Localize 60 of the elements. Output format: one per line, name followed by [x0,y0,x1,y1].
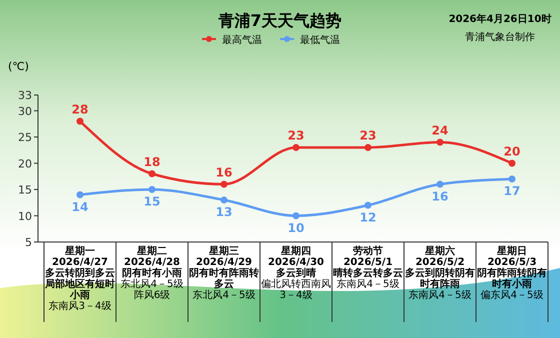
point [76,191,84,198]
point [220,180,228,188]
y-tick-label: 25 [18,131,32,144]
point [148,170,156,178]
point [436,180,444,188]
text: 阴有时有小雨 [122,267,182,279]
data-label: 12 [360,210,376,224]
text: 东南风3－4级 [48,300,112,312]
point [292,144,300,151]
text: 偏北风转西南风3－4级 [261,278,331,301]
y-tick-label: 33 [18,89,32,102]
x-tick-label: 星期三 2026/4/29 [196,245,252,268]
data-label: 16 [216,165,232,180]
data-label: 16 [432,189,448,204]
y-axis-title: (℃) [8,60,29,73]
text: 多云转阴到多云局部地区有短时小雨 [44,267,115,301]
data-label: 20 [504,144,520,158]
data-label: 13 [216,205,232,219]
text: 青浦气象台制作 [465,31,535,43]
point [292,212,300,220]
point [76,118,84,125]
x-tick-label: 星期一 2026/4/27 [52,245,108,268]
text: 多云到晴 [276,267,316,279]
legend-label: 最高气温 [222,34,262,46]
data-label: 15 [144,194,160,208]
point [508,160,516,167]
text: 东南风4－5级 [408,289,472,301]
point [220,196,228,204]
y-tick-label: 10 [18,210,32,223]
x-tick-label: 星期日 2026/5/3 [487,245,537,268]
data-label: 14 [72,200,88,214]
x-tick-label: 星期二 2026/4/28 [124,245,180,268]
point [436,138,444,146]
y-tick-label: 5 [25,236,32,249]
data-label: 17 [504,184,520,198]
point [148,186,156,193]
chart-title: 青浦7天天气趋势 [217,11,342,30]
text: 东北风4－5级阵风6级 [120,278,184,301]
point [508,176,516,182]
y-tick-label: 30 [18,104,32,118]
point [364,202,372,209]
data-label: 18 [144,154,160,169]
y-tick-label: 20 [18,157,32,170]
x-tick-label: 星期六 2026/5/2 [415,245,465,268]
data-label: 23 [360,128,376,142]
point [364,144,372,151]
data-label: 28 [72,102,88,116]
legend-label: 最低气温 [300,34,340,46]
data-label: 24 [432,123,448,138]
text: 2026年4月26日10时 [448,13,552,25]
x-tick-label: 劳动节 2026/5/1 [343,245,393,268]
x-tick-label: 星期四 2026/4/30 [268,245,324,268]
text: 晴转多云转多云 [333,267,403,279]
text: 东北风4－5级 [192,289,256,301]
data-label: 10 [288,220,304,235]
text: 东南风4－5级 [336,278,400,290]
y-tick-label: 15 [18,184,32,196]
text: 偏东风4－5级 [480,289,544,301]
text: 阴有时有阵雨转多云 [189,267,259,290]
data-label: 23 [288,128,304,142]
